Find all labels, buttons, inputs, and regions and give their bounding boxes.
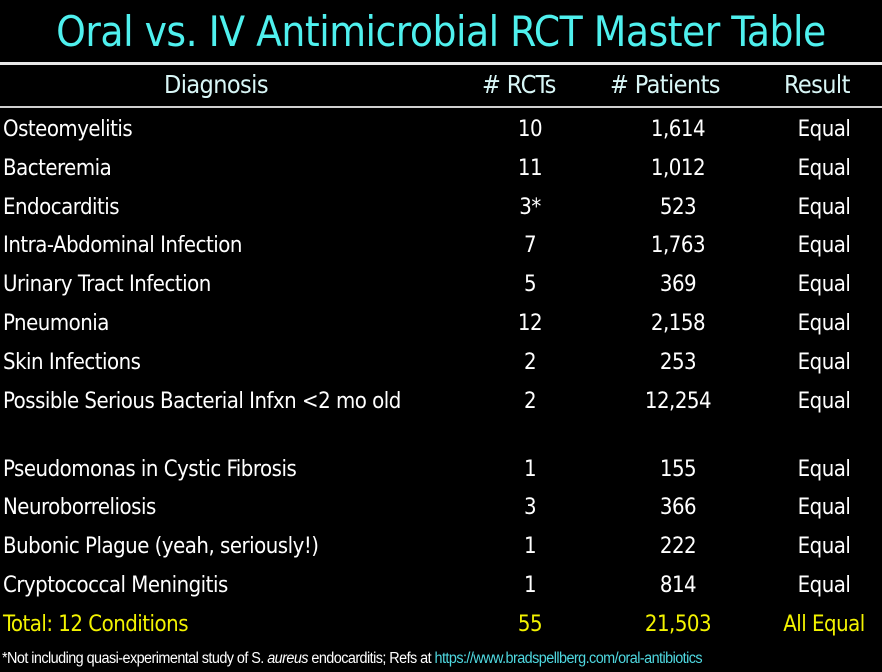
total-diagnosis-cell: Total: 12 Conditions [3, 611, 189, 637]
patients-cell: 523 [659, 194, 697, 220]
patients-cell: 253 [659, 349, 697, 375]
diagnosis-cell: Bacteremia [3, 155, 112, 181]
diagnosis-cell: Endocarditis [3, 194, 120, 220]
table-row: Urinary Tract Infection 5 369 Equal [0, 263, 882, 302]
patients-cell: 1,763 [650, 233, 706, 259]
table-row: Pneumonia 12 2,158 Equal [0, 302, 882, 341]
footnote-middle: endocarditis; Refs at [307, 650, 435, 667]
table-row: Osteomyelitis 10 1,614 Equal [0, 108, 882, 147]
footnote: *Not including quasi-experimental study … [2, 650, 703, 668]
table-row: Cryptococcal Meningitis 1 814 Equal [0, 564, 882, 603]
patients-cell: 1,614 [650, 117, 706, 142]
rcts-cell: 10 [517, 117, 543, 142]
result-cell: Equal [797, 388, 851, 414]
result-cell: Equal [797, 155, 851, 181]
patients-cell: 814 [659, 572, 697, 598]
header-top-divider [0, 62, 882, 65]
rcts-cell: 3 [523, 495, 537, 521]
patients-cell: 2,158 [650, 310, 706, 336]
footnote-prefix: *Not including quasi-experimental study … [2, 650, 268, 667]
column-header-result: Result [784, 70, 850, 99]
diagnosis-cell: Skin Infections [3, 349, 141, 375]
diagnosis-cell: Possible Serious Bacterial Infxn <2 mo o… [3, 388, 401, 414]
result-cell: Equal [797, 233, 851, 259]
result-cell: Equal [797, 534, 851, 560]
page-title: Oral vs. IV Antimicrobial RCT Master Tab… [56, 7, 826, 56]
total-result-cell: All Equal [783, 611, 865, 637]
column-header-patients: # Patients [610, 70, 721, 99]
rcts-cell: 2 [523, 388, 537, 414]
table-row: Skin Infections 2 253 Equal [0, 341, 882, 380]
diagnosis-cell: Pneumonia [3, 310, 109, 336]
result-cell: Equal [797, 349, 851, 375]
table-row: Possible Serious Bacterial Infxn <2 mo o… [0, 380, 882, 448]
result-cell: Equal [797, 495, 851, 521]
result-cell: Equal [797, 456, 851, 482]
table-total-row: Total: 12 Conditions 55 21,503 All Equal [0, 603, 882, 642]
diagnosis-cell: Neuroborreliosis [3, 495, 156, 521]
table-row: Endocarditis 3* 523 Equal [0, 186, 882, 225]
column-header-diagnosis: Diagnosis [164, 70, 269, 99]
rcts-cell: 12 [517, 310, 543, 336]
total-patients-cell: 21,503 [644, 611, 712, 637]
references-link[interactable]: https://www.bradspellberg.com/oral-antib… [434, 650, 703, 667]
footnote-italic-species: aureus [267, 650, 308, 667]
table-row: Neuroborreliosis 3 366 Equal [0, 486, 882, 525]
header-bottom-divider [0, 106, 882, 108]
table-body: Osteomyelitis 10 1,614 Equal Bacteremia … [0, 108, 882, 642]
table-row: Intra-Abdominal Infection 7 1,763 Equal [0, 224, 882, 263]
diagnosis-cell: Cryptococcal Meningitis [3, 572, 228, 598]
table-row: Bacteremia 11 1,012 Equal [0, 147, 882, 186]
result-cell: Equal [797, 572, 851, 598]
rcts-cell: 5 [523, 272, 537, 298]
diagnosis-cell: Urinary Tract Infection [3, 272, 211, 298]
patients-cell: 12,254 [644, 388, 712, 414]
column-header-rcts: # RCTs [482, 70, 556, 99]
rcts-cell: 3* [519, 194, 541, 220]
rcts-cell: 1 [523, 534, 537, 560]
result-cell: Equal [797, 117, 851, 142]
diagnosis-cell: Intra-Abdominal Infection [3, 233, 242, 259]
rcts-cell: 11 [517, 155, 543, 181]
result-cell: Equal [797, 310, 851, 336]
result-cell: Equal [797, 194, 851, 220]
diagnosis-cell: Pseudomonas in Cystic Fibrosis [3, 456, 297, 482]
rcts-cell: 1 [523, 456, 537, 482]
table-row: Bubonic Plague (yeah, seriously!) 1 222 … [0, 525, 882, 564]
table-row: Pseudomonas in Cystic Fibrosis 1 155 Equ… [0, 448, 882, 487]
rcts-cell: 7 [523, 233, 537, 259]
patients-cell: 366 [659, 495, 697, 521]
patients-cell: 369 [659, 272, 697, 298]
total-rcts-cell: 55 [517, 611, 543, 637]
diagnosis-cell: Bubonic Plague (yeah, seriously!) [3, 534, 319, 560]
rcts-cell: 1 [523, 572, 537, 598]
diagnosis-cell: Osteomyelitis [3, 117, 133, 142]
table-header: Diagnosis # RCTs # Patients Result [0, 66, 882, 106]
patients-cell: 155 [659, 456, 697, 482]
patients-cell: 222 [659, 534, 697, 560]
rcts-cell: 2 [523, 349, 537, 375]
result-cell: Equal [797, 272, 851, 298]
patients-cell: 1,012 [650, 155, 706, 181]
